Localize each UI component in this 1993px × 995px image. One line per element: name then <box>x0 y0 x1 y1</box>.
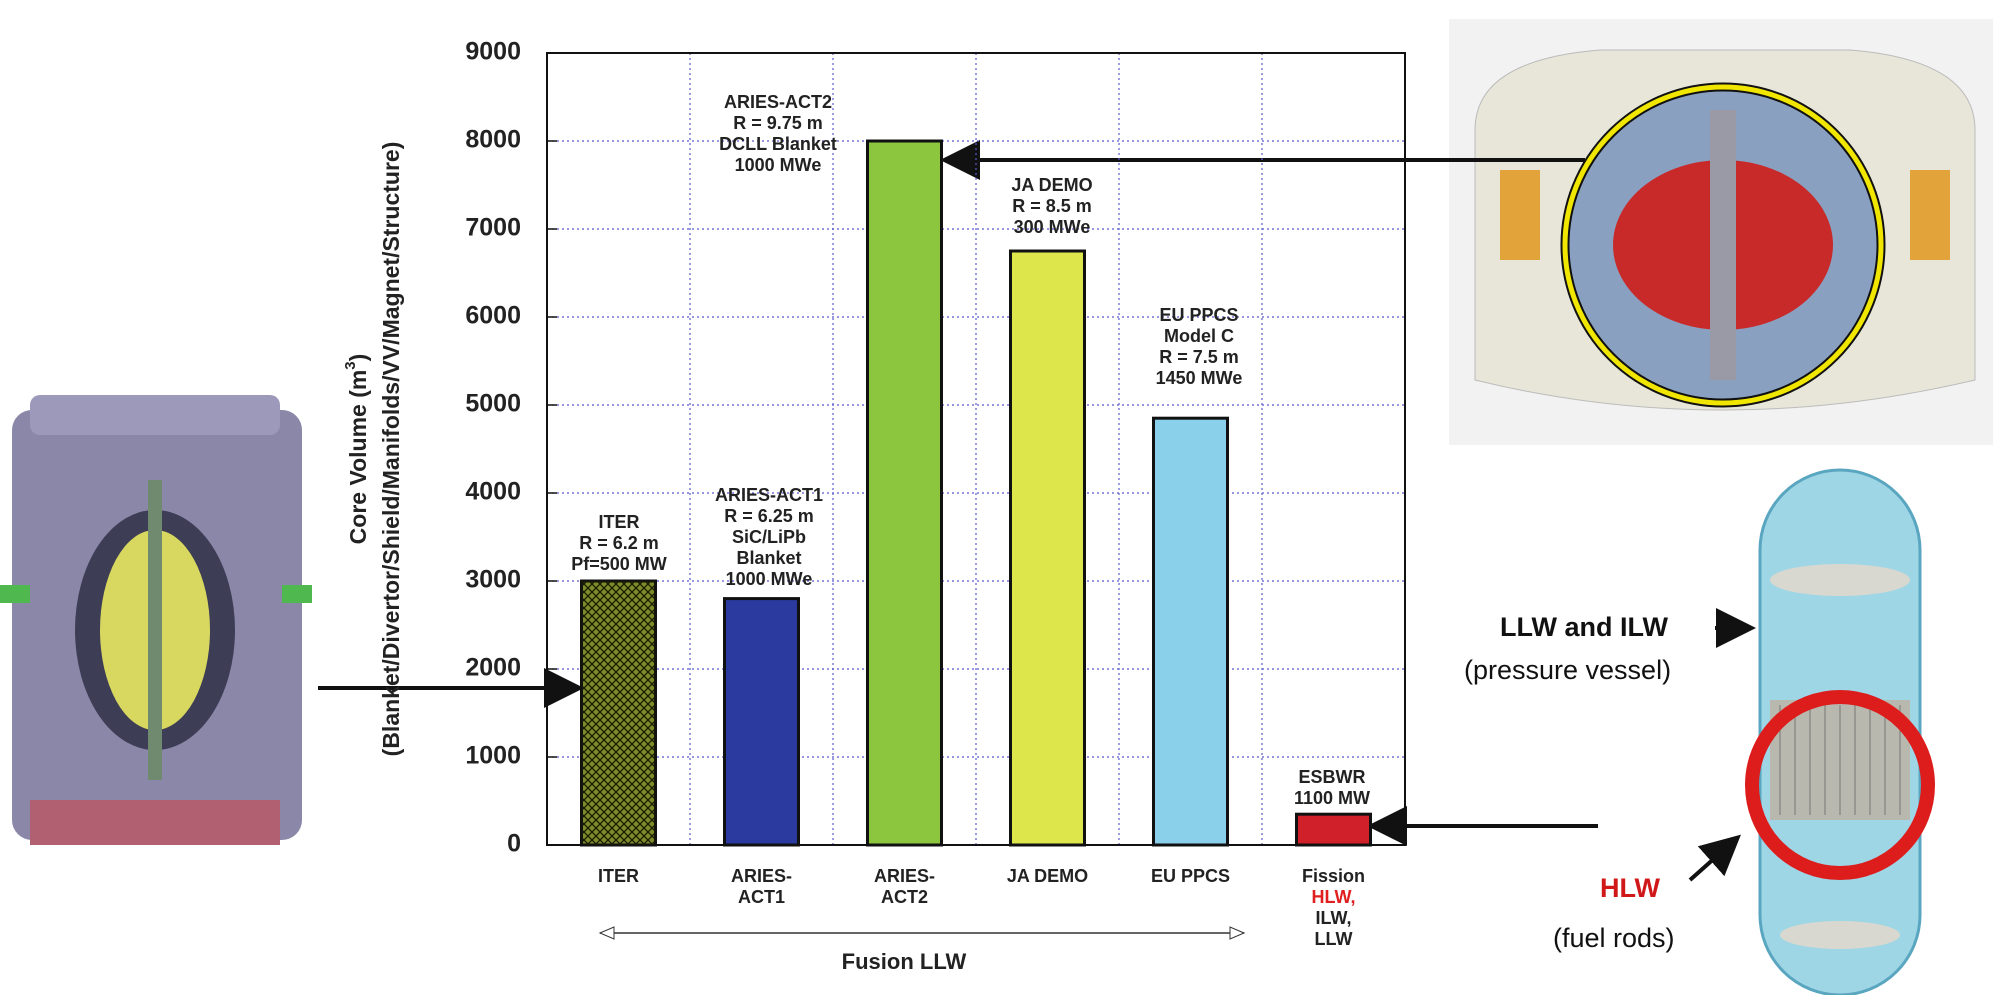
y-tick-label: 2000 <box>465 654 521 682</box>
x-tick-label: ITER <box>598 866 639 887</box>
bar <box>1295 812 1372 847</box>
y-tick-label: 1000 <box>465 742 521 770</box>
group-arrow-heads <box>598 926 1246 940</box>
side-label: LLW and ILW <box>1500 612 1668 642</box>
y-tick-label: 9000 <box>465 38 521 66</box>
x-tick-label: EU PPCS <box>1151 866 1230 887</box>
bar <box>1009 249 1086 847</box>
bar-hatch <box>581 581 656 845</box>
x-tick-label: ARIES- ACT2 <box>874 866 935 908</box>
x-tick-sublabel: HLW, <box>1311 887 1356 907</box>
y-tick-label: 4000 <box>465 478 521 506</box>
iter-illustration <box>0 395 312 845</box>
side-label: (fuel rods) <box>1553 923 1675 953</box>
plot-frame <box>546 52 1406 846</box>
bar-annotation: ARIES-ACT1 R = 6.25 m SiC/LiPb Blanket 1… <box>714 485 824 589</box>
bar-annotation: EU PPCS Model C R = 7.5 m 1450 MWe <box>1155 305 1243 388</box>
x-tick-text: EU PPCS <box>1150 866 1231 886</box>
x-tick-text: ARIES- ACT2 <box>873 866 936 907</box>
x-tick-label: JA DEMO <box>1007 866 1088 887</box>
y-tick-label: 3000 <box>465 566 521 594</box>
y-tick-label: 5000 <box>465 390 521 418</box>
x-tick-label: ARIES- ACT1 <box>731 866 792 908</box>
bar-annotation: ESBWR 1100 MW <box>1293 767 1371 808</box>
y-label-end: ) <box>345 354 371 362</box>
x-tick-text: ITER <box>597 866 640 886</box>
bar-annotation: ARIES-ACT2 R = 9.75 m DCLL Blanket 1000 … <box>719 92 837 175</box>
y-tick-label: 0 <box>507 830 521 858</box>
group-label: Fusion LLW <box>842 949 967 974</box>
x-tick-text: Fission <box>1301 866 1366 886</box>
bar <box>1152 416 1229 847</box>
x-tick-sublabel: ILW, LLW <box>1314 908 1353 949</box>
y-axis-label: Core Volume (m3) <box>342 354 371 545</box>
aries-illustration <box>1449 19 1993 445</box>
x-tick-label: Fission HLW, ILW, LLW <box>1302 866 1365 950</box>
side-label: HLW <box>1600 873 1660 903</box>
y-tick-label: 7000 <box>465 214 521 242</box>
side-label: (pressure vessel) <box>1464 655 1672 685</box>
y-axis-label-2: (Blanket/Divertor/Shield/Manifolds/VV/Ma… <box>378 142 404 757</box>
bar <box>723 597 800 847</box>
vessel-illustration <box>1745 468 1935 995</box>
arrow <box>1688 834 1741 882</box>
y-tick-label: 8000 <box>465 126 521 154</box>
x-tick-text: ARIES- ACT1 <box>730 866 793 907</box>
x-tick-text: JA DEMO <box>1006 866 1089 886</box>
bar-annotation: ITER R = 6.2 m Pf=500 MW <box>571 512 667 574</box>
bar-annotation: JA DEMO R = 8.5 m 300 MWe <box>1011 175 1093 237</box>
y-label-text: Core Volume (m <box>345 370 371 545</box>
bar <box>866 139 943 847</box>
y-label-sup: 3 <box>342 361 359 369</box>
y-tick-label: 6000 <box>465 302 521 330</box>
